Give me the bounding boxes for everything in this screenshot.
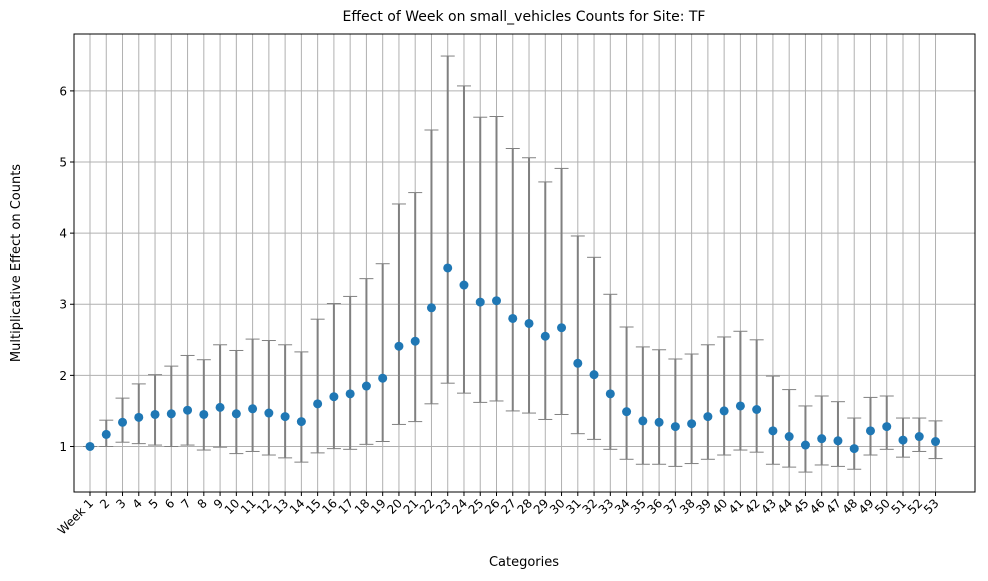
data-point bbox=[849, 444, 859, 454]
data-point bbox=[313, 399, 323, 409]
data-point bbox=[687, 419, 697, 429]
data-point bbox=[540, 331, 550, 341]
data-point bbox=[101, 429, 111, 439]
y-tick-label: 4 bbox=[59, 227, 67, 241]
data-point bbox=[378, 373, 388, 383]
data-point bbox=[248, 404, 258, 414]
data-point bbox=[426, 303, 436, 313]
data-point bbox=[166, 409, 176, 419]
data-point bbox=[817, 434, 827, 444]
data-point bbox=[231, 409, 241, 419]
data-point bbox=[670, 422, 680, 432]
data-point bbox=[573, 358, 583, 368]
data-point bbox=[524, 318, 534, 328]
data-point bbox=[735, 401, 745, 411]
data-point bbox=[134, 412, 144, 422]
data-point bbox=[719, 406, 729, 416]
data-point bbox=[264, 408, 274, 418]
chart-title: Effect of Week on small_vehicles Counts … bbox=[343, 9, 706, 25]
data-point bbox=[280, 412, 290, 422]
y-tick-label: 2 bbox=[59, 369, 67, 383]
y-axis-label: Multiplicative Effect on Counts bbox=[9, 164, 24, 362]
plot-frame bbox=[73, 33, 976, 493]
data-point bbox=[654, 417, 664, 427]
data-point bbox=[329, 392, 339, 402]
data-point bbox=[296, 417, 306, 427]
data-point bbox=[118, 417, 128, 427]
data-point bbox=[800, 440, 810, 450]
data-point bbox=[784, 432, 794, 442]
data-point bbox=[443, 263, 453, 273]
data-point bbox=[638, 416, 648, 426]
data-point bbox=[475, 297, 485, 307]
data-point bbox=[410, 336, 420, 346]
y-tick-label: 1 bbox=[59, 440, 67, 454]
data-point bbox=[768, 426, 778, 436]
data-point bbox=[492, 296, 501, 306]
data-point bbox=[605, 389, 615, 399]
x-axis-label: Categories bbox=[489, 555, 559, 570]
data-point bbox=[85, 441, 95, 451]
error-bars bbox=[83, 55, 943, 473]
data-point bbox=[752, 405, 762, 415]
data-point bbox=[199, 409, 209, 419]
data-point bbox=[394, 341, 404, 351]
data-point bbox=[557, 323, 567, 333]
y-tick-label: 5 bbox=[59, 156, 67, 170]
data-point bbox=[459, 280, 469, 290]
data-point bbox=[508, 313, 518, 323]
data-point bbox=[882, 422, 892, 432]
y-tick-label: 6 bbox=[59, 84, 67, 98]
y-tick-label: 3 bbox=[59, 298, 67, 312]
data-point bbox=[703, 412, 713, 422]
data-point bbox=[183, 405, 193, 415]
data-point bbox=[215, 402, 225, 412]
data-point bbox=[622, 407, 632, 417]
data-point bbox=[931, 437, 941, 447]
data-point bbox=[150, 409, 160, 419]
data-point bbox=[865, 426, 875, 436]
data-point bbox=[345, 389, 355, 399]
data-point bbox=[361, 381, 371, 391]
data-point bbox=[898, 435, 908, 445]
data-points bbox=[85, 263, 941, 454]
data-point bbox=[833, 436, 843, 446]
data-point bbox=[589, 370, 599, 380]
data-point bbox=[914, 432, 924, 442]
